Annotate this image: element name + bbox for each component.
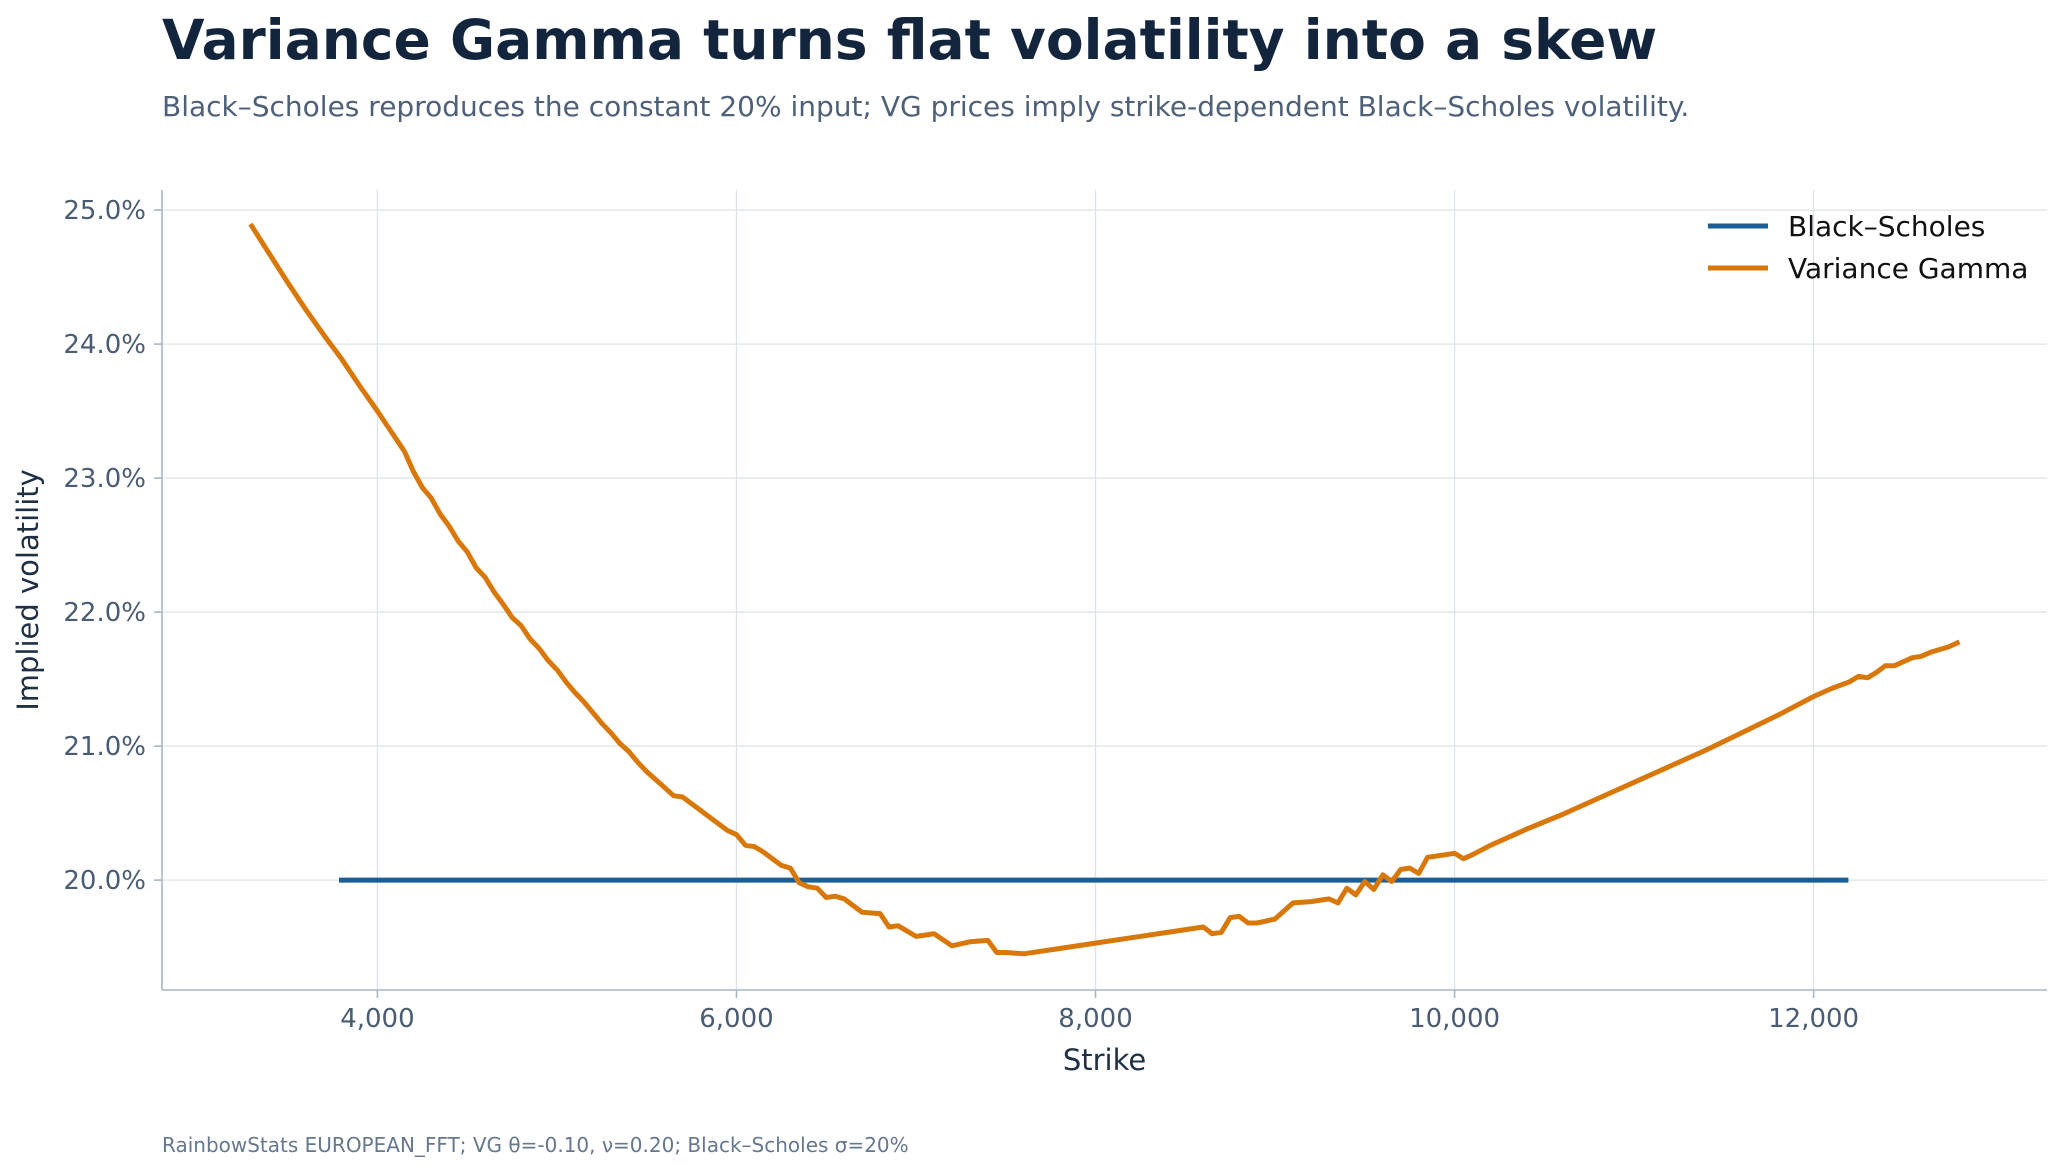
legend-entry-black-scholes: Black–Scholes: [1788, 210, 1985, 243]
series-line-variance-gamma: [248, 222, 1961, 957]
y-tick-label: 20.0%: [63, 866, 146, 896]
x-tick-label: 12,000: [1768, 1004, 1859, 1034]
y-tick-label: 23.0%: [63, 464, 146, 494]
x-axis-ticks: 4,000 6,000 8,000 10,000 12,000: [340, 990, 1859, 1034]
x-tick-label: 10,000: [1409, 1004, 1500, 1034]
y-tick-label: 24.0%: [63, 330, 146, 360]
footer-note: RainbowStats EUROPEAN_FFT; VG θ=-0.10, ν…: [162, 1133, 909, 1157]
y-tick-label: 25.0%: [63, 196, 146, 226]
chart-title: Variance Gamma turns flat volatility int…: [162, 8, 1658, 72]
x-tick-label: 8,000: [1058, 1004, 1132, 1034]
chart-subtitle: Black–Scholes reproduces the constant 20…: [162, 90, 1690, 123]
x-axis-label: Strike: [1063, 1043, 1146, 1077]
series: [248, 222, 1961, 957]
x-tick-label: 6,000: [699, 1004, 773, 1034]
legend-entry-variance-gamma: Variance Gamma: [1788, 252, 2028, 285]
y-tick-label: 22.0%: [63, 598, 146, 628]
axes: [161, 190, 2047, 991]
y-axis-ticks: 20.0% 21.0% 22.0% 23.0% 24.0% 25.0%: [63, 196, 162, 896]
y-axis-label: Implied volatility: [11, 469, 45, 711]
x-tick-label: 4,000: [340, 1004, 414, 1034]
y-tick-label: 21.0%: [63, 732, 146, 762]
grid: [162, 190, 2047, 990]
legend: Black–Scholes Variance Gamma: [1708, 210, 2028, 285]
